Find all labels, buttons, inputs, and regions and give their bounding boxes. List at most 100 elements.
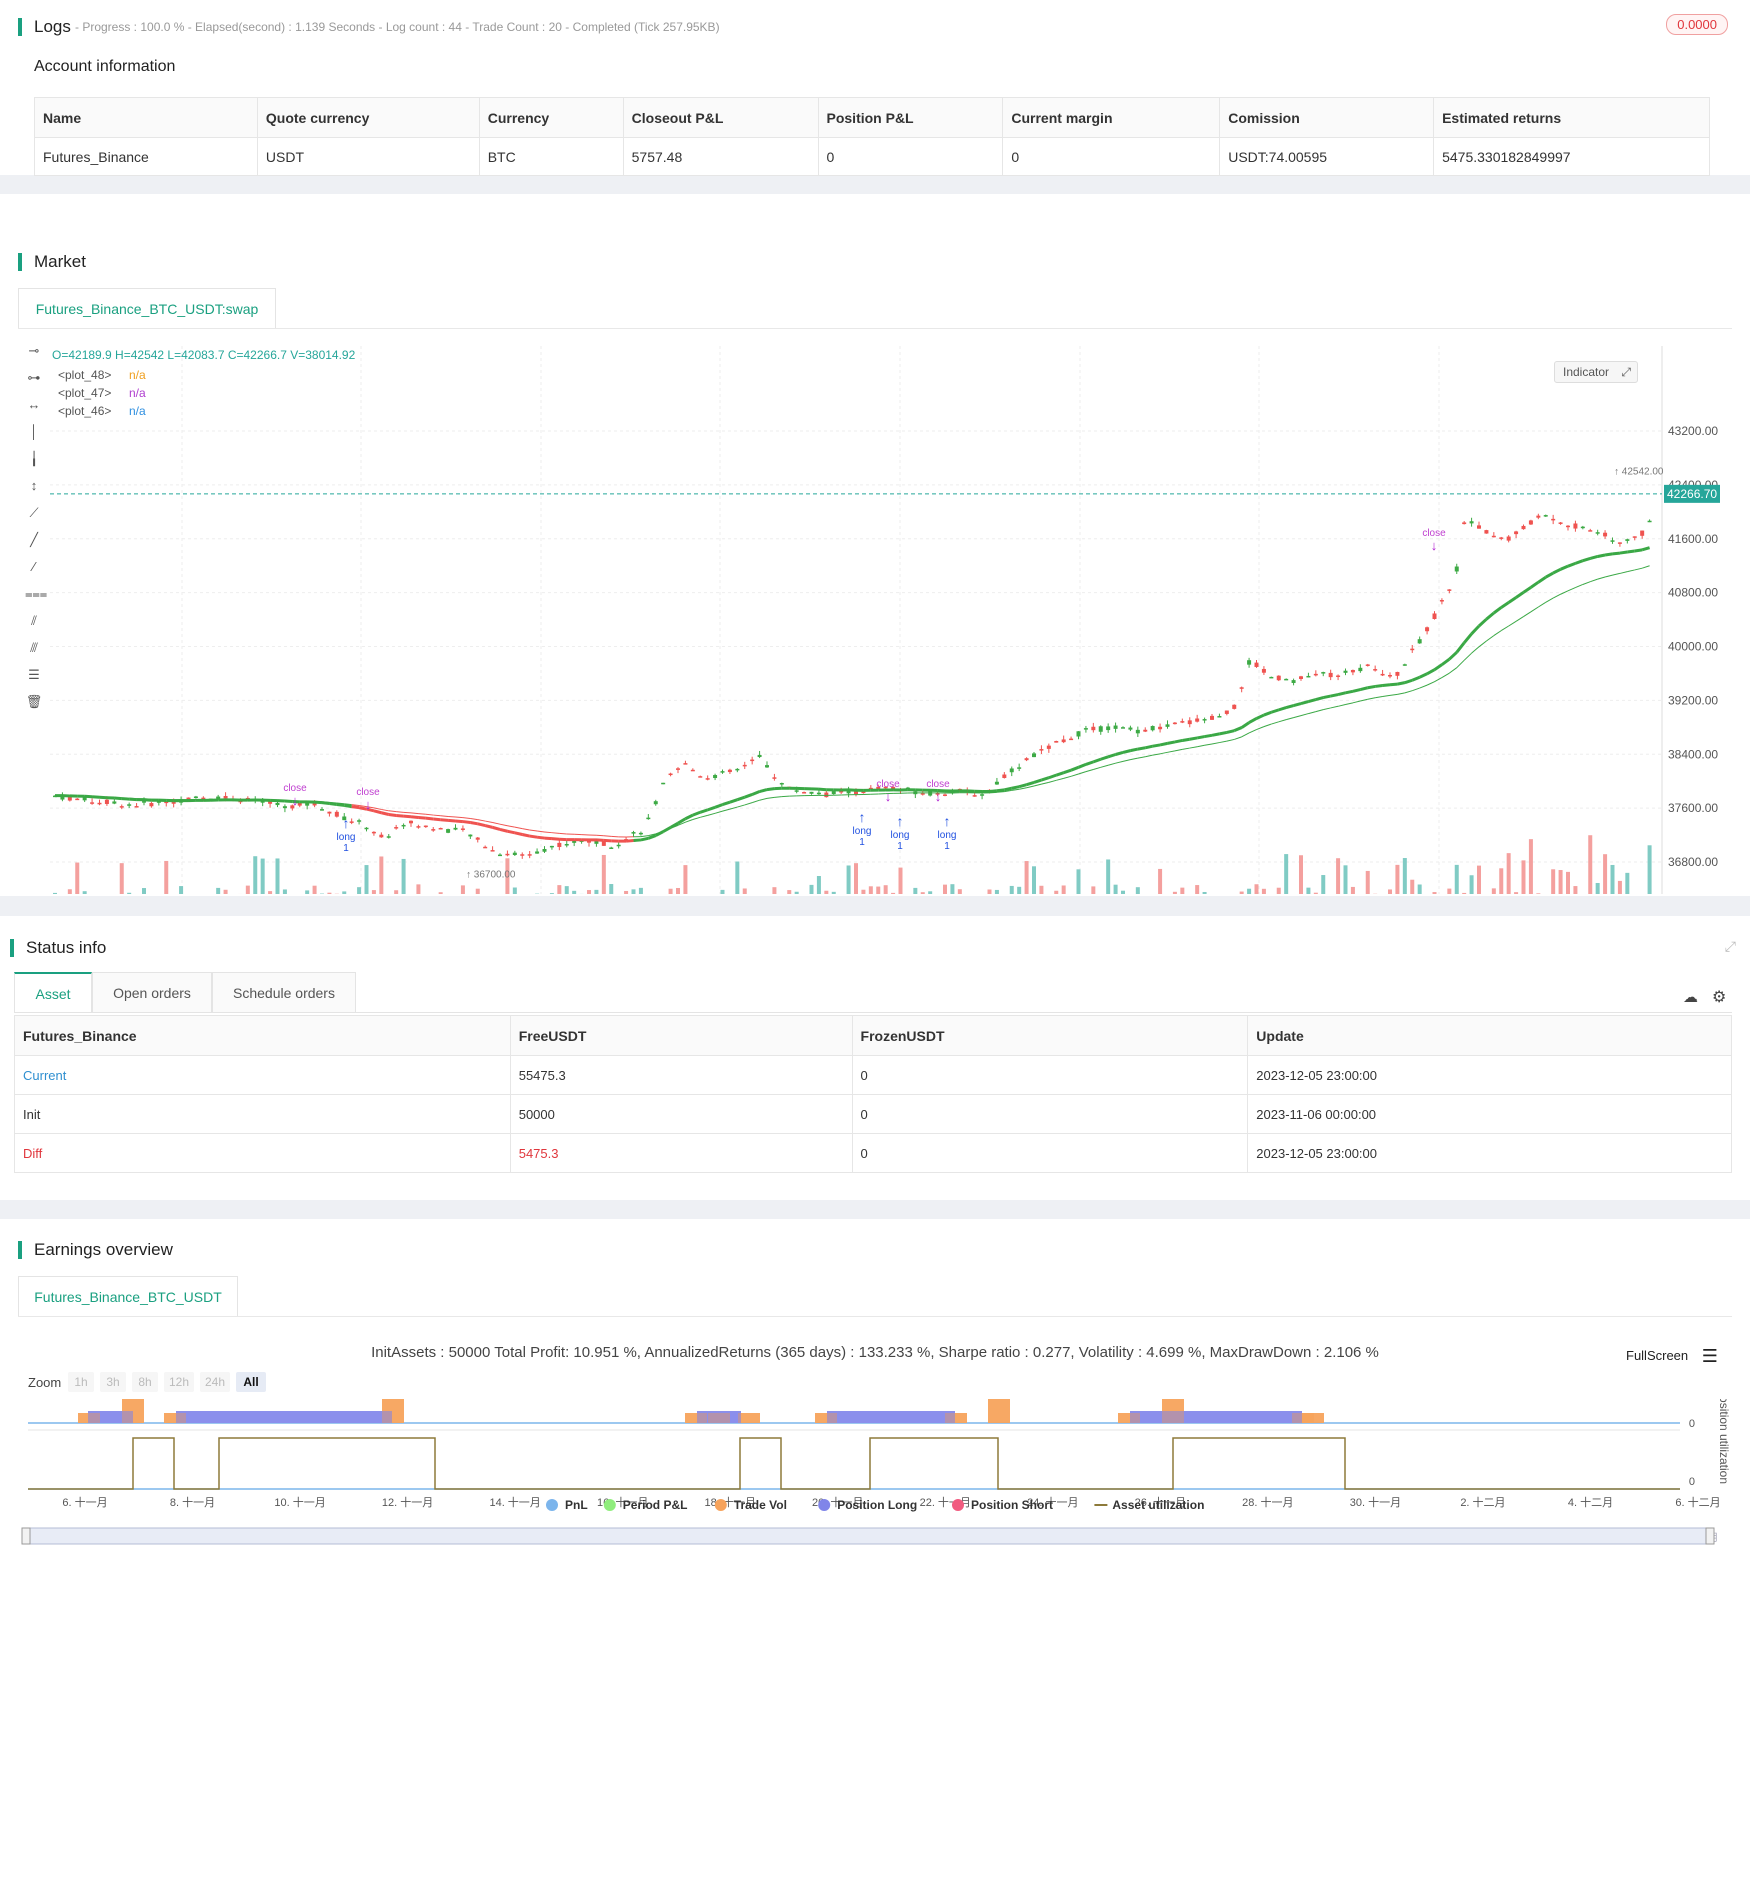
price-tick: 37600.00	[1668, 801, 1718, 815]
moving-average-slow	[1100, 764, 1109, 768]
candle-body	[661, 782, 666, 785]
expand-icon[interactable]: ⤢	[1621, 365, 1632, 379]
moving-average-slow	[477, 819, 486, 822]
fibonacci-icon[interactable]: ⫻	[30, 640, 38, 655]
tab-market-symbol[interactable]: Futures_Binance_BTC_USDT:swap	[18, 288, 276, 328]
candle-body	[683, 763, 688, 765]
legend-label: Trade Vol	[734, 1498, 787, 1512]
tab-schedule-orders[interactable]: Schedule orders	[212, 972, 356, 1012]
moving-average-fast	[1389, 682, 1398, 687]
asset-col-header: FreeUSDT	[509, 1015, 853, 1056]
candle-body	[638, 832, 643, 835]
moving-average-slow	[1441, 672, 1450, 679]
moving-average-slow	[596, 834, 604, 837]
volume-bar	[720, 889, 725, 894]
horizontal-segment-icon[interactable]: ↔	[27, 397, 41, 412]
indicator-button[interactable]: Indicator ⤢	[1554, 361, 1639, 383]
segment-line-icon[interactable]: ⁄	[32, 559, 36, 574]
navigator-left-handle[interactable]	[21, 1527, 31, 1545]
settings-gear-icon[interactable]: ⚙	[1712, 989, 1727, 1006]
menu-icon[interactable]: ☰	[1701, 1346, 1718, 1366]
legend-item-pnl[interactable]: PnL	[546, 1498, 588, 1512]
volume-bar	[179, 886, 184, 894]
drawing-toolbar: ⊸ ⊶ ↔ │ ╽ ↕ ⟋ ╱ ⁄ ⩶ ⫽ ⫻ ☰ 🗑	[20, 342, 50, 772]
volume-bar	[416, 884, 421, 894]
trash-icon[interactable]: 🗑	[25, 694, 43, 709]
moving-average-slow	[1352, 700, 1361, 704]
horizontal-ray-icon[interactable]: ⊶	[27, 370, 41, 385]
vertical-line-icon[interactable]: │	[29, 424, 39, 439]
volume-bar	[1306, 887, 1311, 894]
candlestick-chart[interactable]: 43200.0042400.0041600.0040800.0040000.00…	[0, 334, 1750, 894]
volume-bar	[253, 856, 258, 894]
zoom-button-1h[interactable]: 1h	[68, 1372, 94, 1392]
candle-body	[1135, 729, 1140, 734]
legend-item-asset-utilization[interactable]: Asset utilization	[1094, 1498, 1204, 1512]
price-line-icon[interactable]: ⩶	[25, 586, 48, 601]
position-long-overlay	[697, 1411, 741, 1423]
zoom-button-12h[interactable]: 12h	[164, 1372, 194, 1392]
vol-axis-title: Vol/Position	[1717, 1399, 1731, 1431]
moving-average-slow	[640, 835, 649, 838]
logs-badge[interactable]: 0.0000	[1666, 14, 1728, 35]
fullscreen-icon[interactable]: ⤢	[1724, 938, 1736, 954]
moving-average-slow	[507, 825, 515, 828]
parallel-channel-icon[interactable]: ⫽	[31, 613, 37, 628]
moving-average-fast	[1589, 555, 1599, 560]
volume-bar	[1558, 870, 1563, 894]
cloud-download-icon[interactable]: ☁	[1683, 989, 1698, 1006]
moving-average-slow	[1560, 590, 1569, 595]
volume-bar	[512, 887, 517, 894]
legend-item-position-short[interactable]: Position Short	[952, 1498, 1053, 1512]
moving-average-fast	[1293, 702, 1302, 707]
candle-body	[1113, 725, 1118, 729]
moving-average-slow	[1197, 744, 1205, 748]
moving-average-slow	[752, 799, 760, 804]
moving-average-fast	[336, 802, 345, 807]
trade-vol-bar	[815, 1413, 837, 1423]
legend-item-trade-vol[interactable]: Trade Vol	[714, 1498, 787, 1512]
moving-average-slow	[759, 797, 768, 801]
moving-average-fast	[1040, 776, 1050, 782]
vertical-segment-icon[interactable]: ↕	[30, 478, 38, 493]
earnings-chart[interactable]: 5k4k3k2k1k0-1kPnL-1kPeriod P&L0Vol/Posit…	[0, 1399, 1750, 1899]
navigator-right-handle[interactable]	[1705, 1527, 1715, 1545]
legend-item-position-long[interactable]: Position Long	[818, 1498, 917, 1512]
moving-average-fast	[1537, 575, 1547, 584]
moving-average-fast	[1004, 786, 1013, 792]
util-zero-tick: 0	[1689, 1476, 1695, 1488]
zoom-button-3h[interactable]: 3h	[100, 1372, 126, 1392]
position-long-overlay	[827, 1411, 955, 1423]
fib-retracement-icon[interactable]: ☰	[28, 667, 40, 682]
navigator-track[interactable]	[25, 1527, 1711, 1545]
candle-body	[1402, 664, 1407, 666]
candle-body	[134, 806, 139, 808]
moving-average-fast	[1433, 663, 1443, 671]
candle-body	[1536, 515, 1541, 518]
ray-line-icon[interactable]: ╱	[30, 532, 38, 547]
legend-item-period-p-l[interactable]: Period P&L	[603, 1498, 688, 1512]
moving-average-fast	[1582, 556, 1591, 563]
trend-line-icon[interactable]: ⟋	[29, 505, 39, 520]
zoom-button-24h[interactable]: 24h	[200, 1372, 230, 1392]
horizontal-line-icon[interactable]: ⊸	[28, 343, 40, 358]
candle-body	[223, 795, 228, 799]
fullscreen-button[interactable]: FullScreen ☰	[1626, 1346, 1718, 1367]
tab-earnings-symbol[interactable]: Futures_Binance_BTC_USDT	[18, 1276, 238, 1316]
moving-average-fast	[544, 836, 553, 841]
zoom-button-All[interactable]: All	[236, 1372, 266, 1392]
candle-body	[1432, 613, 1437, 619]
price-tick: 36800.00	[1668, 855, 1718, 869]
vertical-ray-icon[interactable]: ╽	[30, 451, 38, 466]
time-tick: 28. 十一月	[1242, 1495, 1293, 1509]
tab-open-orders[interactable]: Open orders	[92, 972, 212, 1012]
long-signal-qty: 1	[859, 837, 865, 848]
account-cell: 0	[1002, 137, 1221, 176]
tab-asset[interactable]: Asset	[14, 972, 92, 1012]
volume-bar	[1254, 884, 1259, 894]
free-usdt-cell: 5475.3	[509, 1133, 853, 1173]
candle-body	[1210, 715, 1214, 720]
zoom-button-8h[interactable]: 8h	[132, 1372, 158, 1392]
moving-average-slow	[1271, 721, 1279, 725]
moving-average-slow	[1308, 711, 1316, 715]
